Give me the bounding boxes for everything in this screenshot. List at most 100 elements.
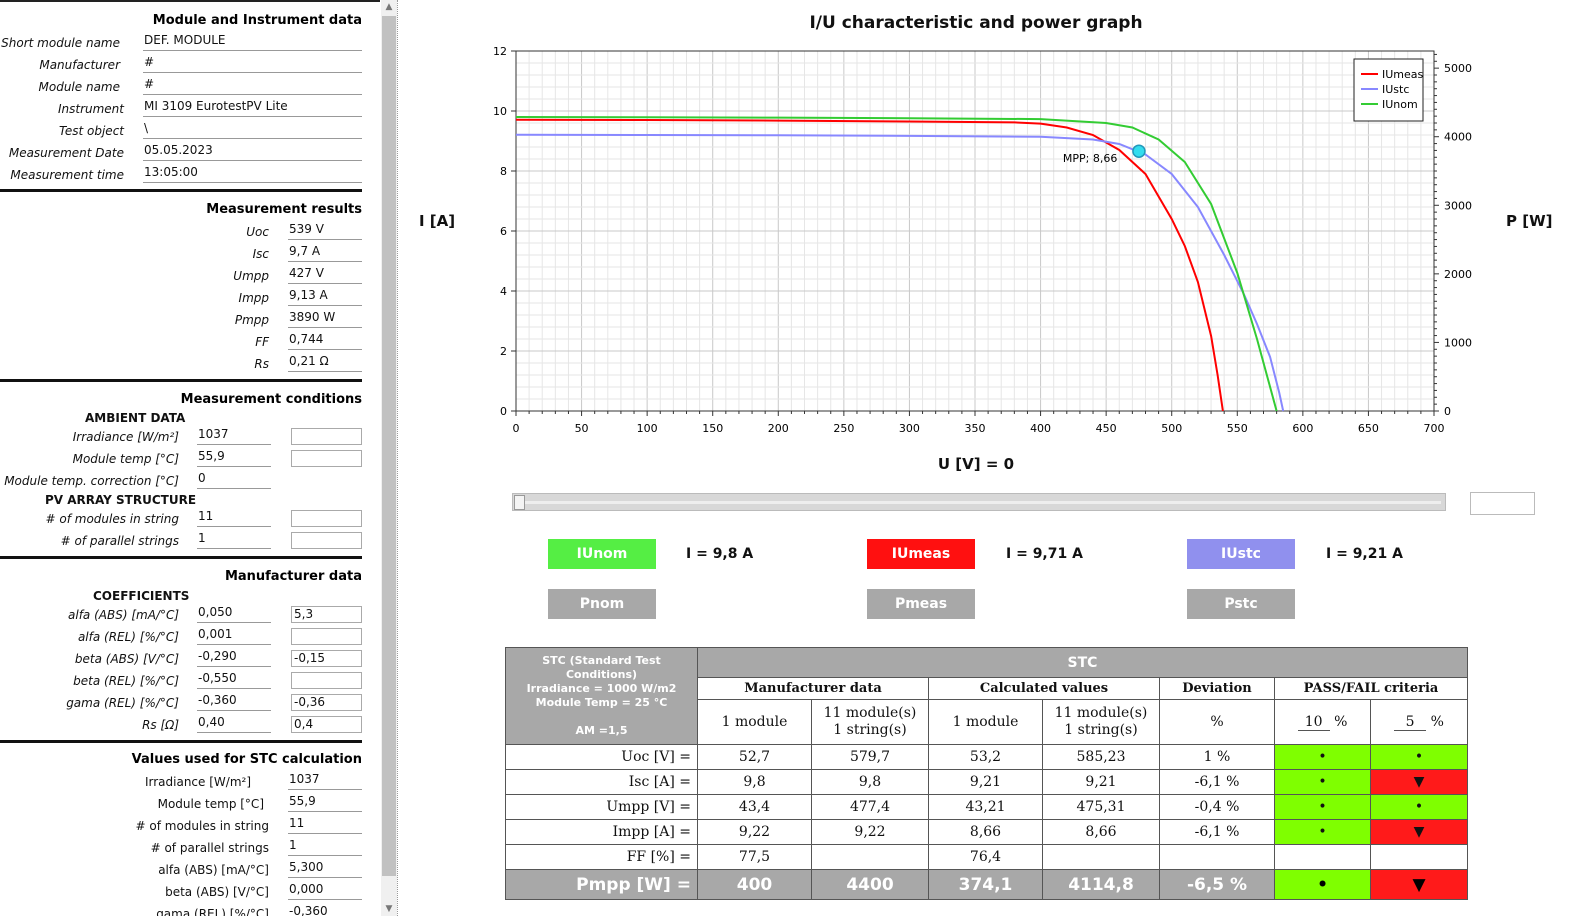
cell: 477,4 bbox=[811, 794, 929, 820]
gama-rel-box[interactable]: -0,36 bbox=[291, 694, 362, 711]
pass-cell: • bbox=[1274, 794, 1371, 820]
pass-cell: • bbox=[1274, 869, 1371, 900]
cell: 76,4 bbox=[928, 844, 1043, 870]
modules-in-string-value[interactable]: 11 bbox=[197, 509, 271, 527]
deviation-cell: 1 % bbox=[1159, 744, 1275, 770]
cell: 43,4 bbox=[697, 794, 812, 820]
alfa-rel-box[interactable] bbox=[291, 628, 362, 645]
one-module-header: 1 module bbox=[697, 699, 812, 745]
parallel-strings-value[interactable]: 1 bbox=[197, 531, 271, 549]
x-tick-label: 400 bbox=[1030, 422, 1051, 435]
row-label: Uoc [V] = bbox=[505, 744, 698, 770]
alfa-abs-box[interactable]: 5,3 bbox=[291, 606, 362, 623]
manufacturer-data-header: Manufacturer data bbox=[697, 677, 929, 700]
slider-value-box[interactable] bbox=[1470, 492, 1535, 515]
cell bbox=[811, 844, 929, 870]
iustc-current: I = 9,21 A bbox=[1326, 546, 1403, 562]
pmpp-label: Pmpp bbox=[234, 313, 269, 327]
table-row: Isc [A] = 9,8 9,8 9,21 9,21 -6,1 % • ▼ bbox=[505, 769, 1468, 795]
beta-rel-box[interactable] bbox=[291, 672, 362, 689]
scroll-down-icon[interactable]: ▼ bbox=[385, 904, 393, 914]
rs-label: Rs bbox=[254, 357, 269, 371]
instrument-value[interactable]: MI 3109 EurotestPV Lite bbox=[143, 99, 362, 117]
x-tick-label: 150 bbox=[702, 422, 723, 435]
stc-header: STC bbox=[697, 647, 1468, 678]
row-label: Impp [A] = bbox=[505, 819, 698, 845]
y2-tick-label: 3000 bbox=[1444, 199, 1472, 212]
module-name-value[interactable]: # bbox=[143, 77, 362, 95]
section-divider bbox=[0, 740, 362, 743]
measurement-date-value[interactable]: 05.05.2023 bbox=[143, 143, 362, 161]
y2-tick-label: 0 bbox=[1444, 405, 1451, 418]
x-tick-label: 500 bbox=[1161, 422, 1182, 435]
parallel-strings-label: # of parallel strings bbox=[60, 534, 179, 548]
modules-in-string-label: # of modules in string bbox=[45, 512, 180, 526]
y2-tick-label: 5000 bbox=[1444, 62, 1472, 75]
rs-coef-box[interactable]: 0,4 bbox=[291, 716, 362, 733]
cell: 585,23 bbox=[1042, 744, 1160, 770]
gama-rel-value[interactable]: -0,360 bbox=[197, 693, 271, 711]
beta-rel-value[interactable]: -0,550 bbox=[197, 671, 271, 689]
alfa-rel-value[interactable]: 0,001 bbox=[197, 627, 271, 645]
series-line-iustc bbox=[515, 133, 1285, 412]
many-modules-line: 11 module(s) bbox=[823, 705, 917, 721]
cell: 4114,8 bbox=[1042, 869, 1160, 900]
pmeas-button[interactable]: Pmeas bbox=[867, 589, 975, 619]
iu-chart[interactable]: 0 50 100 150 200 250 300 350 400 450 500 550 600 650 7… bbox=[470, 40, 1480, 450]
criteria-1-input[interactable]: 10 bbox=[1297, 714, 1330, 731]
rs-coef-value[interactable]: 0,40 bbox=[197, 715, 271, 733]
row-label: Pmpp [W] = bbox=[505, 869, 698, 900]
slider-track bbox=[517, 501, 1441, 504]
impp-value: 9,13 A bbox=[288, 288, 362, 306]
stc-cond-line: Module Temp = 25 °C bbox=[535, 696, 668, 709]
module-temp-value[interactable]: 55,9 bbox=[197, 449, 271, 467]
criteria-2-cell[interactable]: 5 % bbox=[1370, 699, 1468, 745]
table-row: Uoc [V] = 52,7 579,7 53,2 585,23 1 % • • bbox=[505, 744, 1468, 770]
irradiance-box[interactable] bbox=[291, 428, 362, 445]
short-module-name-value[interactable]: DEF. MODULE bbox=[143, 33, 362, 51]
row-label: Umpp [V] = bbox=[505, 794, 698, 820]
beta-abs-value[interactable]: -0,290 bbox=[197, 649, 271, 667]
gama-rel-label: gama (REL) [%/°C] bbox=[66, 696, 179, 710]
criteria-1-cell[interactable]: 10 % bbox=[1274, 699, 1371, 745]
scroll-thumb[interactable] bbox=[382, 16, 396, 876]
panel-divider[interactable] bbox=[397, 0, 398, 916]
legend-label: IUmeas bbox=[1382, 68, 1424, 81]
criteria-2-input[interactable]: 5 bbox=[1394, 714, 1427, 731]
temp-correction-value[interactable]: 0 bbox=[197, 471, 271, 489]
irradiance-value[interactable]: 1037 bbox=[197, 427, 271, 445]
manufacturer-value[interactable]: # bbox=[143, 55, 362, 73]
voltage-slider[interactable] bbox=[512, 493, 1446, 511]
modules-in-string-box[interactable] bbox=[291, 510, 362, 527]
left-panel-scrollbar[interactable]: ▲ ▼ bbox=[381, 0, 397, 916]
test-object-value[interactable]: \ bbox=[143, 121, 362, 139]
iustc-button[interactable]: IUstc bbox=[1187, 539, 1295, 569]
pnom-button[interactable]: Pnom bbox=[548, 589, 656, 619]
iumeas-button[interactable]: IUmeas bbox=[867, 539, 975, 569]
slider-knob[interactable] bbox=[514, 495, 525, 510]
measurement-time-value[interactable]: 13:05:00 bbox=[143, 165, 362, 183]
scroll-up-icon[interactable]: ▲ bbox=[385, 2, 393, 12]
table-row: Pmpp [W] = 400 4400 374,1 4114,8 -6,5 % … bbox=[505, 869, 1468, 900]
stc-irradiance-value: 1037 bbox=[288, 772, 362, 790]
alfa-abs-value[interactable]: 0,050 bbox=[197, 605, 271, 623]
stc-cond-line: STC (Standard Test Conditions) bbox=[542, 654, 661, 681]
beta-abs-box[interactable]: -0,15 bbox=[291, 650, 362, 667]
many-modules-header: 11 module(s) 1 string(s) bbox=[811, 699, 929, 745]
y2-axis-label: P [W] bbox=[1506, 212, 1553, 230]
deviation-cell: -6,5 % bbox=[1159, 869, 1275, 900]
pass-cell: • bbox=[1370, 794, 1468, 820]
x-tick-label: 350 bbox=[965, 422, 986, 435]
module-temp-label: Module temp [°C] bbox=[72, 452, 179, 466]
stc-modules-in-string-label: # of modules in string bbox=[135, 819, 270, 833]
cell: 9,8 bbox=[811, 769, 929, 795]
parallel-strings-box[interactable] bbox=[291, 532, 362, 549]
module-name-label: Module name bbox=[38, 80, 120, 94]
cell: 8,66 bbox=[928, 819, 1043, 845]
iunom-button[interactable]: IUnom bbox=[548, 539, 656, 569]
module-temp-box[interactable] bbox=[291, 450, 362, 467]
y-tick-label: 2 bbox=[500, 345, 507, 358]
deviation-header: Deviation bbox=[1159, 677, 1275, 700]
pstc-button[interactable]: Pstc bbox=[1187, 589, 1295, 619]
stc-module-temp-label: Module temp [°C] bbox=[157, 797, 264, 811]
